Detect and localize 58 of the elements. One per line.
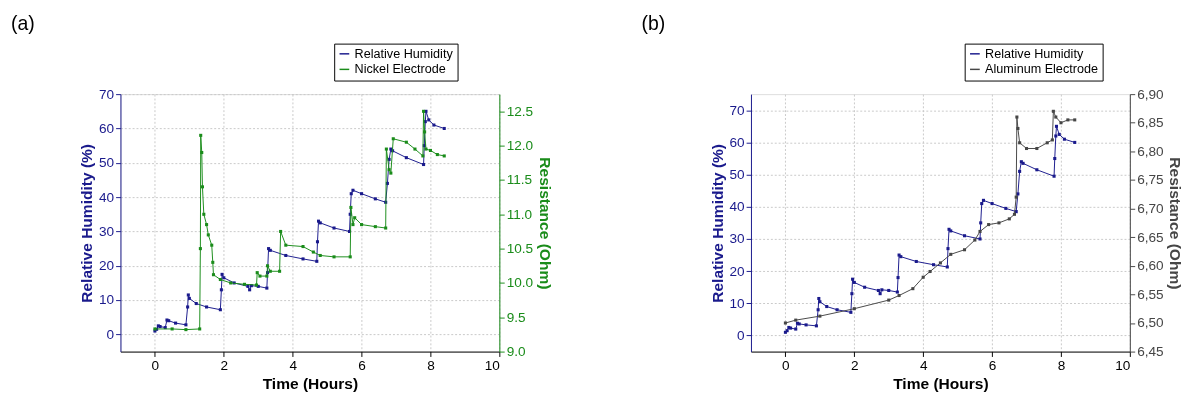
y2-tick-label: 6,45: [1137, 343, 1164, 359]
y-tick-label: 10: [99, 292, 115, 308]
x-tick-label: 4: [919, 357, 928, 373]
y2-tick-label: 12.0: [506, 138, 534, 154]
x-axis-title: Time (Hours): [262, 375, 359, 392]
x-tick-label: 8: [427, 357, 435, 373]
x-tick-label: 0: [151, 357, 160, 373]
y-tick-label: 0: [737, 327, 746, 343]
y-tick-label: 70: [99, 86, 115, 102]
y2-tick-label: 11.5: [506, 172, 533, 188]
chart-title: (a): [11, 11, 35, 34]
y-axis-title: Relative Humidity (%): [78, 143, 96, 303]
x-tick-label: 2: [851, 357, 859, 373]
y2-tick-label: 9.5: [506, 309, 526, 325]
x-tick-label: 6: [358, 357, 366, 373]
legend-label: Relative Humidity: [354, 46, 454, 61]
y2-tick-label: 6,70: [1137, 200, 1165, 216]
y2-tick-label: 6,80: [1137, 143, 1165, 159]
x-axis-title: Time (Hours): [893, 375, 989, 392]
x-tick-label: 10: [1115, 357, 1131, 373]
y-tick-label: 0: [106, 326, 115, 342]
y-tick-label: 50: [729, 166, 746, 182]
y2-tick-label: 6,75: [1137, 172, 1164, 188]
y2-tick-label: 6,85: [1137, 115, 1164, 131]
y-tick-label: 30: [99, 223, 115, 239]
x-tick-label: 4: [289, 357, 298, 373]
y-tick-label: 20: [99, 258, 115, 274]
x-tick-label: 2: [220, 357, 229, 373]
legend-label: Aluminum Electrode: [985, 62, 1098, 77]
y-tick-label: 60: [729, 134, 746, 150]
y2-tick-label: 10.5: [506, 240, 534, 256]
y2-tick-label: 6,60: [1137, 258, 1165, 274]
y-tick-label: 20: [729, 263, 746, 279]
legend-label: Relative Humidity: [985, 46, 1084, 61]
x-tick-label: 6: [988, 357, 997, 373]
y-tick-label: 30: [729, 231, 746, 247]
y2-tick-label: 10.0: [506, 275, 534, 291]
y2-tick-label: 6,65: [1137, 229, 1164, 245]
y2-tick-label: 9.0: [506, 343, 526, 359]
y-tick-label: 40: [729, 199, 746, 215]
y-tick-label: 40: [99, 189, 115, 205]
y2-tick-label: 6,90: [1137, 86, 1165, 102]
y-tick-label: 60: [99, 120, 115, 136]
x-tick-label: 0: [782, 357, 791, 373]
x-tick-label: 10: [484, 357, 501, 373]
y2-axis-title: Resistance (Ohm): [1167, 157, 1185, 290]
y2-tick-label: 12.5: [506, 103, 534, 119]
y2-tick-label: 6,50: [1137, 315, 1165, 331]
y-tick-label: 70: [729, 102, 746, 118]
y2-tick-label: 11.0: [506, 206, 533, 222]
x-tick-label: 8: [1057, 357, 1066, 373]
y-axis-title: Relative Humidity (%): [708, 143, 726, 303]
chart-title: (b): [641, 11, 666, 34]
y-tick-label: 50: [99, 155, 115, 171]
legend-label: Nickel Electrode: [354, 62, 446, 77]
y2-tick-label: 6,55: [1137, 286, 1164, 302]
y-tick-label: 10: [729, 295, 746, 311]
y2-axis-title: Resistance (Ohm): [536, 157, 554, 290]
